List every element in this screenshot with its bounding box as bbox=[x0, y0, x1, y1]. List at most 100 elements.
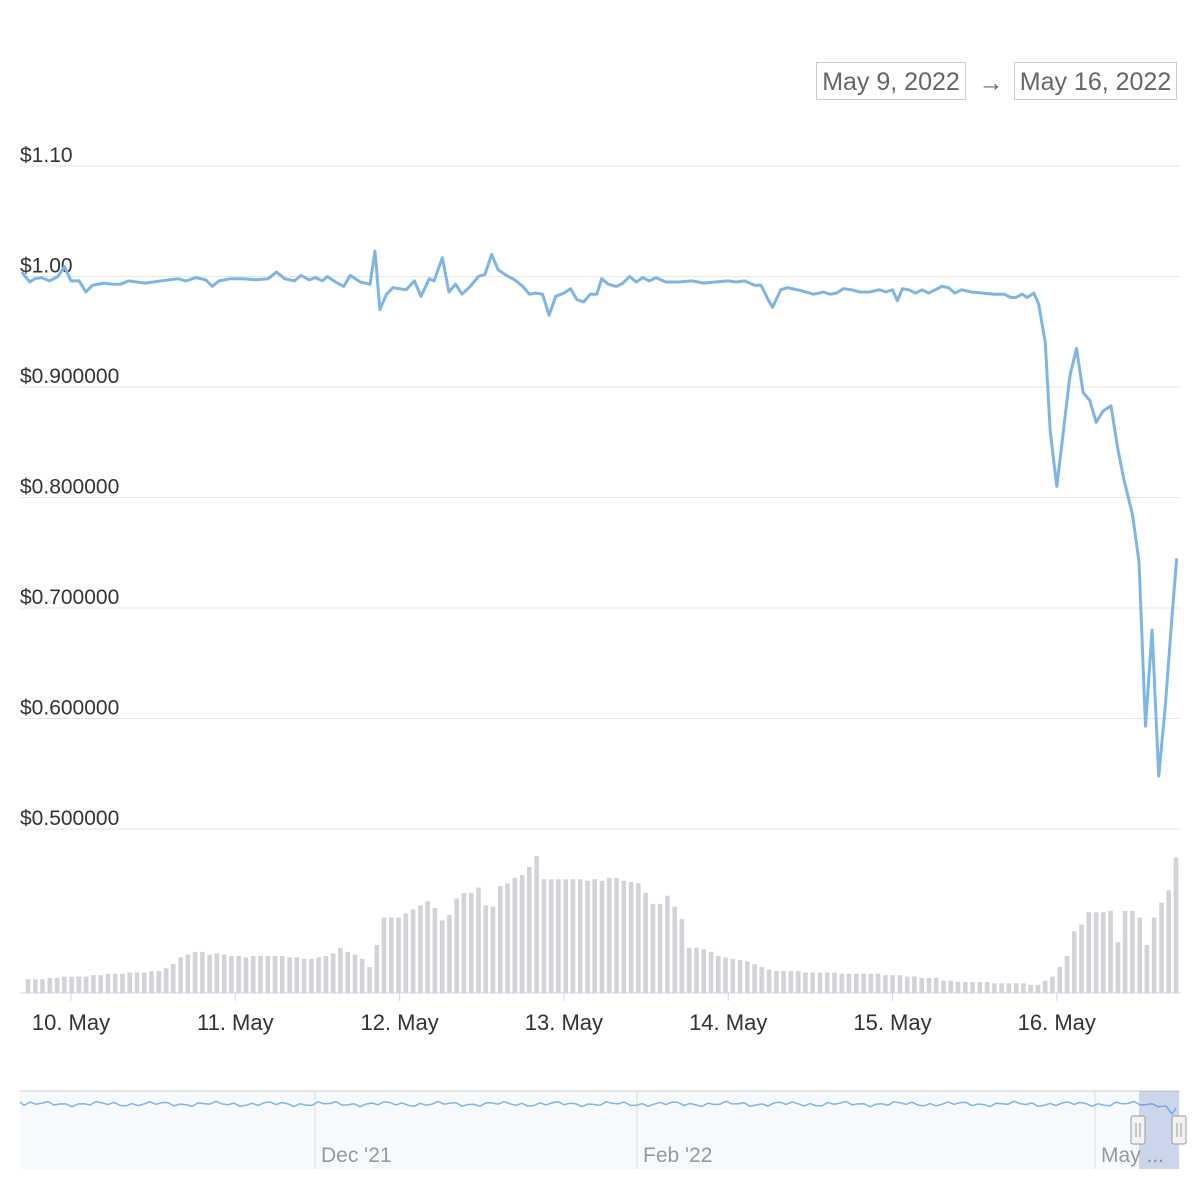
volume-bar bbox=[650, 904, 656, 993]
volume-bar bbox=[563, 879, 568, 993]
volume-bar bbox=[643, 893, 648, 993]
volume-bar bbox=[1057, 967, 1062, 993]
volume-bar bbox=[127, 972, 132, 994]
volume-bar bbox=[745, 961, 750, 993]
y-tick-label: $0.800000 bbox=[20, 476, 119, 499]
volume-bar bbox=[1028, 984, 1033, 993]
price-series-line bbox=[20, 249, 1179, 778]
volume-bar bbox=[1079, 924, 1084, 993]
volume-bar bbox=[156, 971, 162, 993]
volume-bar bbox=[338, 947, 343, 993]
volume-bar bbox=[33, 979, 38, 993]
y-tick-label: $0.700000 bbox=[20, 586, 119, 609]
volume-bar bbox=[723, 957, 728, 993]
volume-bar bbox=[875, 973, 881, 993]
volume-bar bbox=[1122, 910, 1128, 993]
x-tick-label: 11. May bbox=[197, 1010, 274, 1035]
volume-bar bbox=[730, 958, 736, 994]
y-tick-label: $0.600000 bbox=[20, 697, 119, 720]
volume-bar bbox=[62, 976, 67, 993]
x-tick-label: 12. May bbox=[360, 1010, 438, 1035]
volume-bar bbox=[694, 947, 699, 993]
volume-bar bbox=[883, 975, 888, 993]
volume-bar bbox=[1137, 917, 1142, 993]
volume-bar bbox=[657, 904, 663, 993]
navigator-tick-label: May ... bbox=[1101, 1144, 1164, 1167]
volume-bar bbox=[483, 905, 488, 993]
volume-bar bbox=[1035, 984, 1041, 993]
x-tick-label: 10. May bbox=[32, 1010, 110, 1035]
volume-bar bbox=[810, 972, 815, 994]
range-arrow: → bbox=[978, 69, 1004, 97]
volume-bar bbox=[512, 877, 518, 993]
volume-bar bbox=[919, 977, 924, 993]
volume-bar bbox=[839, 973, 845, 993]
volume-bar bbox=[91, 975, 96, 993]
volume-bar bbox=[120, 973, 125, 993]
volume-bar bbox=[1072, 931, 1077, 993]
volume-bar bbox=[389, 917, 394, 993]
volume-bar bbox=[359, 958, 365, 994]
volume-bar bbox=[527, 867, 532, 993]
navigator-background bbox=[20, 1091, 1180, 1169]
volume-bar bbox=[534, 856, 539, 993]
volume-bar bbox=[788, 971, 794, 993]
volume-bar bbox=[628, 882, 634, 993]
volume-bar bbox=[105, 973, 111, 993]
volume-bar bbox=[519, 875, 525, 993]
volume-bar bbox=[367, 967, 372, 993]
volume-bar bbox=[505, 883, 510, 993]
volume-bar bbox=[752, 964, 757, 993]
y-axis-labels: $1.10$1.00$0.900000$0.800000$0.700000$0.… bbox=[20, 144, 119, 830]
volume-bar bbox=[149, 971, 154, 993]
volume-bar bbox=[345, 951, 350, 993]
volume-bar bbox=[832, 972, 837, 994]
navigator-handle-right[interactable] bbox=[1171, 1115, 1187, 1145]
y-tick-label: $1.10 bbox=[20, 144, 73, 167]
volume-bar bbox=[410, 909, 416, 993]
range-from-input[interactable]: May 9, 2022 bbox=[816, 62, 966, 100]
volume-bar bbox=[396, 917, 401, 993]
range-to-input[interactable]: May 16, 2022 bbox=[1014, 62, 1177, 100]
volume-bar bbox=[490, 906, 496, 993]
volume-bar bbox=[781, 971, 786, 993]
volume-bar bbox=[868, 973, 874, 993]
navigator-handle-left[interactable] bbox=[1130, 1115, 1146, 1145]
volume-bar bbox=[185, 954, 191, 993]
volume-bar bbox=[854, 973, 859, 993]
volume-bar bbox=[621, 880, 627, 993]
volume-bar bbox=[178, 957, 183, 993]
volume-bar bbox=[447, 914, 452, 993]
volume-bar bbox=[76, 976, 82, 993]
volume-bar bbox=[265, 956, 271, 993]
volume-bar bbox=[214, 953, 220, 993]
volume-bar bbox=[112, 973, 118, 993]
volume-bar bbox=[577, 879, 583, 993]
volume-bar bbox=[1166, 890, 1171, 994]
volume-bar bbox=[897, 975, 903, 993]
volume-bar bbox=[294, 957, 300, 993]
volume-bar bbox=[250, 956, 256, 993]
volume-bar bbox=[1050, 976, 1055, 993]
volume-bar bbox=[592, 879, 597, 993]
volume-bar bbox=[984, 982, 990, 993]
volume-bar bbox=[955, 982, 961, 993]
volume-bar bbox=[374, 945, 380, 993]
volume-bar bbox=[381, 917, 387, 993]
volume-bar bbox=[142, 972, 147, 994]
volume-bar bbox=[192, 951, 198, 993]
volume-bar bbox=[243, 957, 249, 993]
volume-bar bbox=[890, 975, 895, 993]
volume-bar bbox=[1042, 980, 1048, 993]
volume-bar bbox=[468, 893, 474, 993]
volume-bar bbox=[425, 901, 430, 993]
volume-bar bbox=[229, 956, 234, 993]
volume-bar bbox=[861, 973, 866, 993]
volume-bar bbox=[301, 958, 307, 994]
y-tick-label: $0.900000 bbox=[20, 365, 119, 388]
volume-bar bbox=[992, 983, 997, 993]
volume-bar bbox=[461, 893, 467, 993]
volume-bar bbox=[163, 968, 169, 993]
volume-bar bbox=[795, 971, 801, 993]
